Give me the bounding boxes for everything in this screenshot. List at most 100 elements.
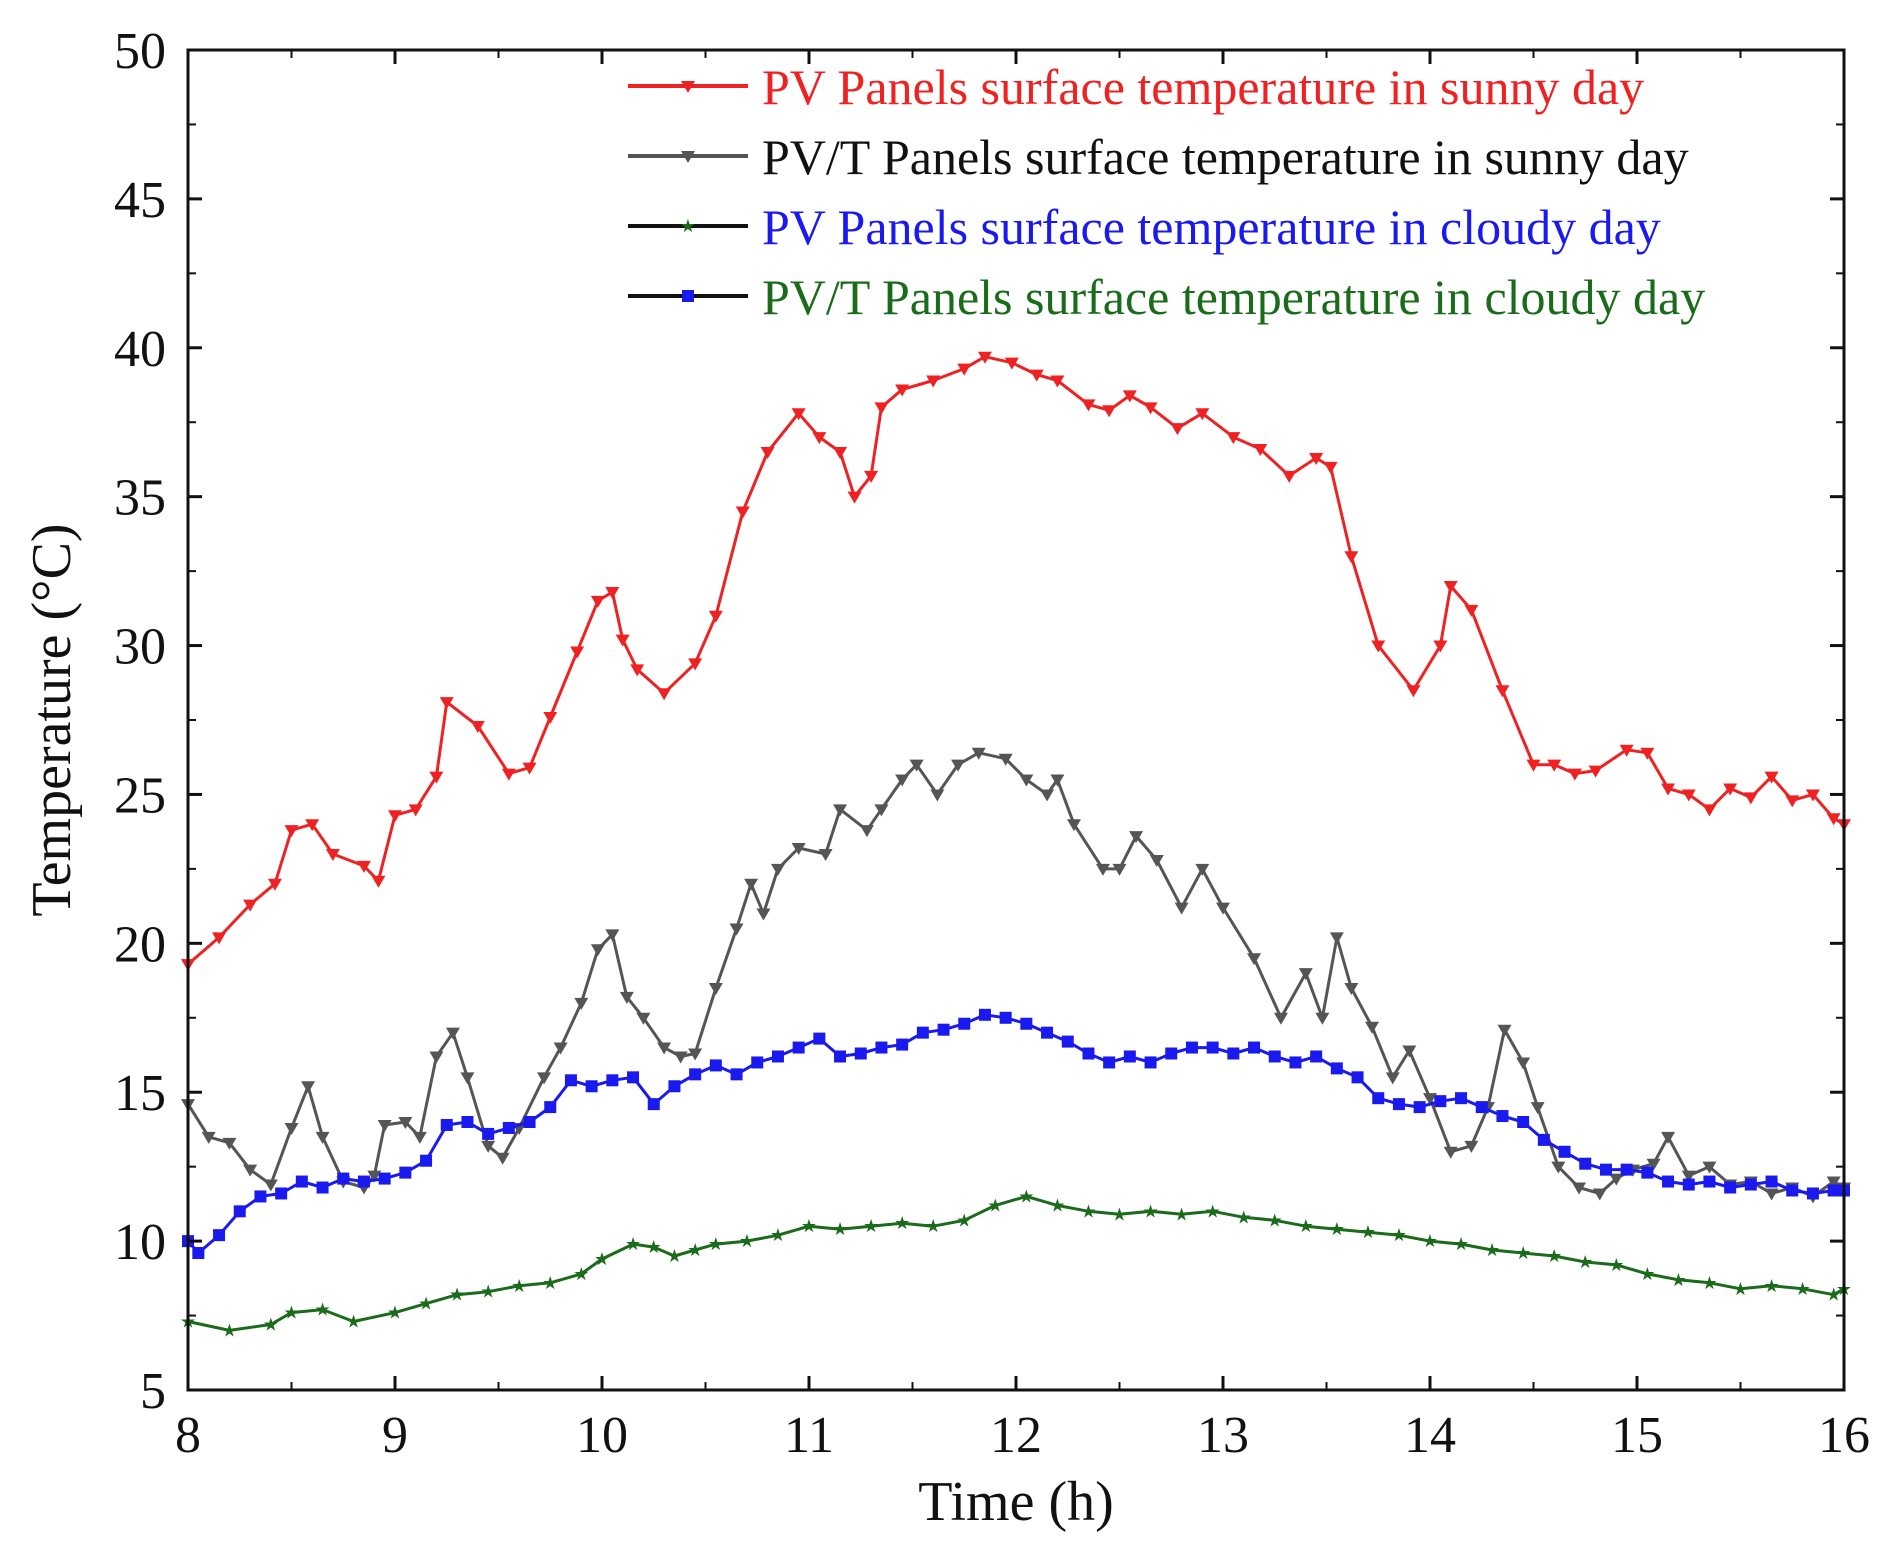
data-point bbox=[1567, 768, 1582, 781]
data-point bbox=[875, 1041, 888, 1054]
legend-item-1: PV Panels surface temperature in sunny d… bbox=[628, 59, 1644, 115]
data-point bbox=[1661, 783, 1676, 796]
data-point bbox=[267, 878, 282, 891]
data-point bbox=[735, 506, 750, 519]
data-point bbox=[1609, 1173, 1624, 1186]
data-point bbox=[1323, 461, 1338, 474]
data-point bbox=[1516, 1057, 1531, 1070]
data-point bbox=[1041, 1026, 1054, 1039]
data-point bbox=[709, 1059, 722, 1072]
data-point: ★ bbox=[1174, 1204, 1190, 1224]
data-point bbox=[1551, 1161, 1566, 1174]
data-point bbox=[501, 768, 516, 781]
legend-marker bbox=[681, 151, 695, 163]
data-point bbox=[1579, 1157, 1592, 1170]
data-point bbox=[615, 634, 630, 647]
data-point bbox=[1268, 1050, 1281, 1063]
data-point bbox=[420, 1154, 433, 1167]
data-point bbox=[429, 1051, 444, 1064]
data-point: ★ bbox=[1049, 1195, 1065, 1215]
data-point: ★ bbox=[511, 1276, 527, 1296]
y-tick-label: 30 bbox=[114, 619, 166, 676]
data-point bbox=[971, 747, 986, 760]
data-point bbox=[812, 432, 827, 445]
data-point bbox=[388, 810, 402, 823]
data-point bbox=[1351, 1071, 1364, 1084]
data-point bbox=[1496, 1110, 1509, 1123]
data-point bbox=[647, 1098, 660, 1111]
data-point: ★ bbox=[1763, 1276, 1779, 1296]
data-point bbox=[1315, 1012, 1330, 1025]
data-point: ★ bbox=[801, 1216, 817, 1236]
data-point bbox=[1423, 1093, 1437, 1106]
y-tick-label: 35 bbox=[114, 470, 166, 527]
data-point bbox=[1805, 789, 1820, 802]
data-point: ★ bbox=[449, 1285, 465, 1305]
data-point bbox=[1253, 444, 1268, 457]
data-point bbox=[771, 1050, 784, 1063]
data-point bbox=[1661, 1131, 1676, 1144]
data-point bbox=[212, 932, 227, 945]
data-point bbox=[770, 863, 785, 876]
data-point bbox=[730, 1068, 743, 1081]
data-point bbox=[834, 1050, 847, 1063]
data-point bbox=[1365, 1021, 1380, 1034]
data-point: ★ bbox=[221, 1320, 237, 1340]
data-point bbox=[1662, 1175, 1675, 1188]
data-point bbox=[398, 1117, 413, 1129]
data-point bbox=[1019, 774, 1034, 787]
data-point bbox=[1640, 747, 1655, 760]
data-point: ★ bbox=[1298, 1216, 1314, 1236]
data-point bbox=[957, 363, 972, 376]
data-point bbox=[792, 1041, 805, 1054]
data-point bbox=[1103, 1056, 1116, 1069]
data-point bbox=[1743, 792, 1758, 805]
y-tick-label: 20 bbox=[114, 916, 166, 973]
data-point bbox=[909, 759, 924, 772]
data-point bbox=[1144, 1056, 1157, 1069]
data-point: ★ bbox=[1236, 1207, 1252, 1227]
y-tick-label: 45 bbox=[114, 172, 166, 229]
data-point: ★ bbox=[1484, 1240, 1500, 1260]
data-point bbox=[688, 658, 703, 671]
series-4 bbox=[182, 1008, 1850, 1260]
data-point bbox=[585, 1080, 598, 1093]
data-point bbox=[356, 860, 371, 873]
series-line bbox=[187, 1194, 1845, 1332]
data-point bbox=[1703, 1175, 1716, 1188]
data-point bbox=[461, 1116, 474, 1128]
data-point bbox=[1786, 1184, 1799, 1197]
data-point bbox=[1443, 1146, 1458, 1159]
data-point bbox=[305, 819, 320, 832]
x-tick-label: 9 bbox=[382, 1407, 408, 1464]
data-point bbox=[1185, 1041, 1198, 1054]
data-point bbox=[470, 720, 485, 733]
data-point bbox=[1282, 470, 1297, 483]
data-point bbox=[325, 849, 340, 861]
data-point bbox=[1517, 1116, 1530, 1128]
data-point bbox=[523, 1116, 536, 1128]
data-point: ★ bbox=[708, 1234, 724, 1254]
data-point: ★ bbox=[956, 1210, 972, 1230]
data-point bbox=[192, 1247, 205, 1260]
data-point bbox=[605, 929, 620, 942]
data-point bbox=[1170, 423, 1185, 436]
data-point bbox=[1344, 983, 1359, 995]
data-point bbox=[791, 843, 806, 856]
data-point bbox=[1004, 357, 1019, 370]
data-point bbox=[1050, 774, 1065, 787]
data-point bbox=[439, 697, 454, 710]
y-tick-label: 40 bbox=[114, 321, 166, 378]
data-point bbox=[833, 804, 848, 817]
data-point bbox=[1029, 369, 1044, 382]
data-point: ★ bbox=[1639, 1264, 1655, 1284]
data-point bbox=[553, 1042, 568, 1055]
data-point bbox=[1827, 1184, 1840, 1197]
legend-label: PV Panels surface temperature in sunny d… bbox=[762, 59, 1644, 115]
data-point bbox=[1329, 932, 1344, 945]
data-point bbox=[760, 447, 775, 459]
legend-item-2: PV/T Panels surface temperature in sunny… bbox=[628, 129, 1689, 185]
legend-item-3: ★ PV Panels surface temperature in cloudy… bbox=[628, 199, 1661, 255]
data-point bbox=[1102, 405, 1117, 418]
